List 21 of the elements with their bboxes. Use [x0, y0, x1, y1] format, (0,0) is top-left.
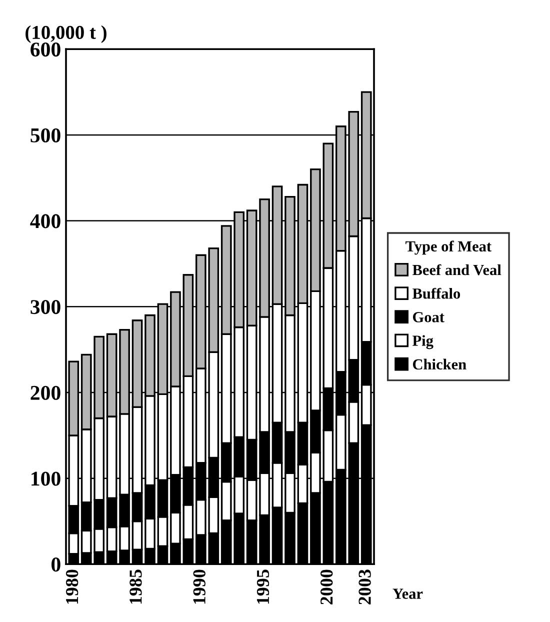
x-tick-label: 2003	[358, 570, 371, 604]
x-tick-label: 1985	[130, 570, 142, 604]
x-tick-label: 1995	[256, 570, 270, 604]
y-tick-label: 200	[30, 386, 60, 400]
x-axis-title: Year	[392, 588, 423, 599]
y-tick-label: 0	[52, 558, 60, 572]
legend-label: Goat	[412, 312, 444, 322]
y-axis-title: (10,000 t )	[26, 25, 106, 43]
y-tick-label: 500	[30, 128, 60, 142]
legend-label: Buffalo	[412, 288, 460, 299]
x-tick-label: 1980	[66, 570, 78, 604]
legend-label: Beef and Veal	[412, 264, 502, 276]
legend-label: Chicken	[412, 358, 466, 370]
y-tick-label: 300	[30, 300, 60, 314]
y-tick-label: 400	[30, 214, 60, 228]
x-tick-label: 1990	[193, 570, 206, 604]
y-tick-label: 100	[32, 472, 60, 486]
x-tick-label: 2000	[320, 570, 333, 604]
legend-title: Type of Meat	[406, 240, 492, 255]
legend-label: Pig	[412, 335, 434, 350]
y-tick-label: 600	[30, 42, 60, 57]
